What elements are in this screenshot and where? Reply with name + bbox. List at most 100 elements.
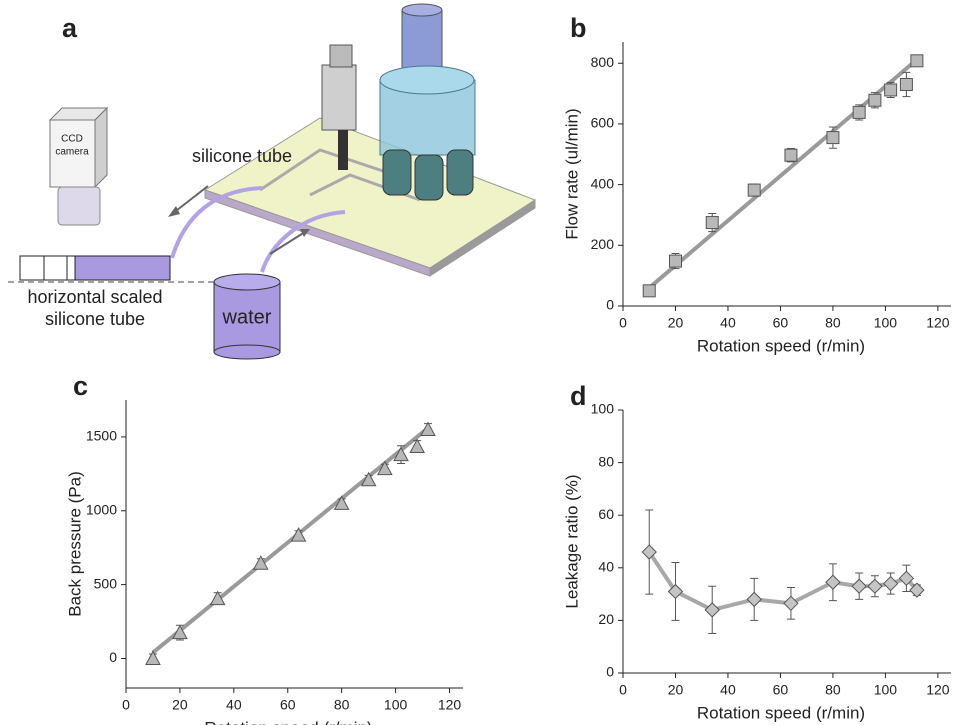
- y-axis-label: Leakage ratio (%): [562, 474, 581, 608]
- tube: [170, 186, 263, 259]
- camera-label: CCD: [61, 134, 83, 145]
- arrow: [269, 231, 306, 255]
- x-tick-label: 100: [874, 315, 898, 331]
- motor-top: [329, 44, 353, 68]
- y-tick-label: 40: [598, 559, 614, 575]
- x-tick-label: 20: [668, 682, 684, 698]
- panel-label: c: [73, 371, 88, 401]
- scaled-tube-label: horizontal scaled: [27, 287, 162, 307]
- tube-fluid: [74, 255, 171, 281]
- marker: [784, 148, 798, 162]
- scaled-tube-label: silicone tube: [45, 309, 145, 329]
- x-axis-label: Rotation speed (r/min): [204, 718, 372, 725]
- marker: [172, 624, 188, 640]
- marker: [333, 495, 350, 510]
- marker: [746, 591, 762, 608]
- marker: [668, 254, 682, 268]
- x-tick-label: 60: [280, 697, 296, 713]
- x-tick-label: 120: [926, 315, 950, 331]
- marker: [252, 555, 269, 570]
- marker: [882, 575, 899, 592]
- x-tick-label: 40: [720, 682, 736, 698]
- marker: [360, 471, 377, 487]
- y-axis-label: Flow rate (ul/min): [562, 108, 581, 239]
- marker: [899, 77, 913, 91]
- arrowhead: [168, 206, 180, 217]
- fit-line: [151, 426, 430, 655]
- x-tick-label: 0: [619, 682, 627, 698]
- y-tick-label: 0: [606, 297, 614, 313]
- y-tick-label: 800: [591, 54, 615, 70]
- marker: [852, 105, 866, 119]
- y-tick-label: 60: [598, 506, 614, 522]
- tube-label: silicone tube: [192, 146, 292, 166]
- x-tick-label: 80: [334, 697, 350, 713]
- pump-chamber: [414, 154, 444, 201]
- marker: [420, 421, 436, 437]
- marker: [145, 650, 161, 665]
- y-tick-label: 20: [598, 611, 614, 627]
- panel-label: d: [570, 381, 587, 411]
- x-axis-label: Rotation speed (r/min): [697, 336, 865, 355]
- pump-top: [379, 65, 475, 95]
- marker: [642, 284, 656, 298]
- marker: [851, 578, 867, 594]
- x-tick-label: 60: [773, 682, 789, 698]
- panel-label: a: [62, 13, 78, 43]
- marker: [747, 183, 761, 197]
- camera-label: camera: [55, 147, 89, 158]
- marker: [867, 578, 883, 594]
- y-tick-label: 80: [598, 453, 614, 469]
- marker: [667, 583, 684, 600]
- marker: [868, 93, 882, 107]
- y-tick-label: 100: [591, 401, 615, 417]
- water-cup-top: [213, 273, 281, 291]
- marker: [409, 438, 426, 454]
- camera-body: [49, 119, 96, 188]
- x-axis-label: Rotation speed (r/min): [697, 703, 865, 722]
- x-tick-label: 100: [384, 697, 408, 713]
- tube: [260, 210, 346, 273]
- y-tick-label: 500: [94, 575, 118, 591]
- reservoir-top: [401, 3, 443, 17]
- x-tick-label: 120: [926, 682, 950, 698]
- x-tick-label: 40: [226, 697, 242, 713]
- plate: [203, 117, 537, 269]
- x-tick-label: 100: [874, 682, 898, 698]
- y-axis-label: Back pressure (Pa): [65, 471, 84, 617]
- x-tick-label: 80: [825, 682, 841, 698]
- water-cup: [213, 281, 281, 353]
- marker: [826, 131, 840, 145]
- x-tick-label: 60: [773, 315, 789, 331]
- arrow: [171, 185, 209, 215]
- marker: [705, 216, 719, 230]
- water-cup-base: [213, 344, 281, 360]
- x-tick-label: 0: [619, 315, 627, 331]
- x-tick-label: 40: [720, 315, 736, 331]
- marker: [290, 527, 307, 542]
- marker: [209, 590, 226, 606]
- y-tick-label: 1500: [86, 428, 117, 444]
- x-tick-label: 0: [122, 697, 130, 713]
- y-tick-label: 400: [591, 175, 615, 191]
- x-tick-label: 80: [825, 315, 841, 331]
- y-tick-label: 1000: [86, 501, 117, 517]
- marker: [641, 544, 657, 560]
- marker: [884, 83, 898, 97]
- marker: [909, 582, 925, 598]
- x-tick-label: 20: [172, 697, 188, 713]
- y-tick-label: 200: [591, 236, 615, 252]
- marker: [898, 570, 915, 587]
- motor-shaft: [338, 130, 348, 170]
- marker: [376, 460, 393, 476]
- x-tick-label: 20: [668, 315, 684, 331]
- camera-side: [94, 106, 108, 189]
- panel-label: b: [570, 13, 587, 43]
- camera-lens: [57, 186, 101, 226]
- marker: [910, 54, 924, 68]
- plate-edge: [429, 199, 536, 277]
- y-tick-label: 0: [109, 649, 117, 665]
- pump-chamber: [382, 149, 412, 196]
